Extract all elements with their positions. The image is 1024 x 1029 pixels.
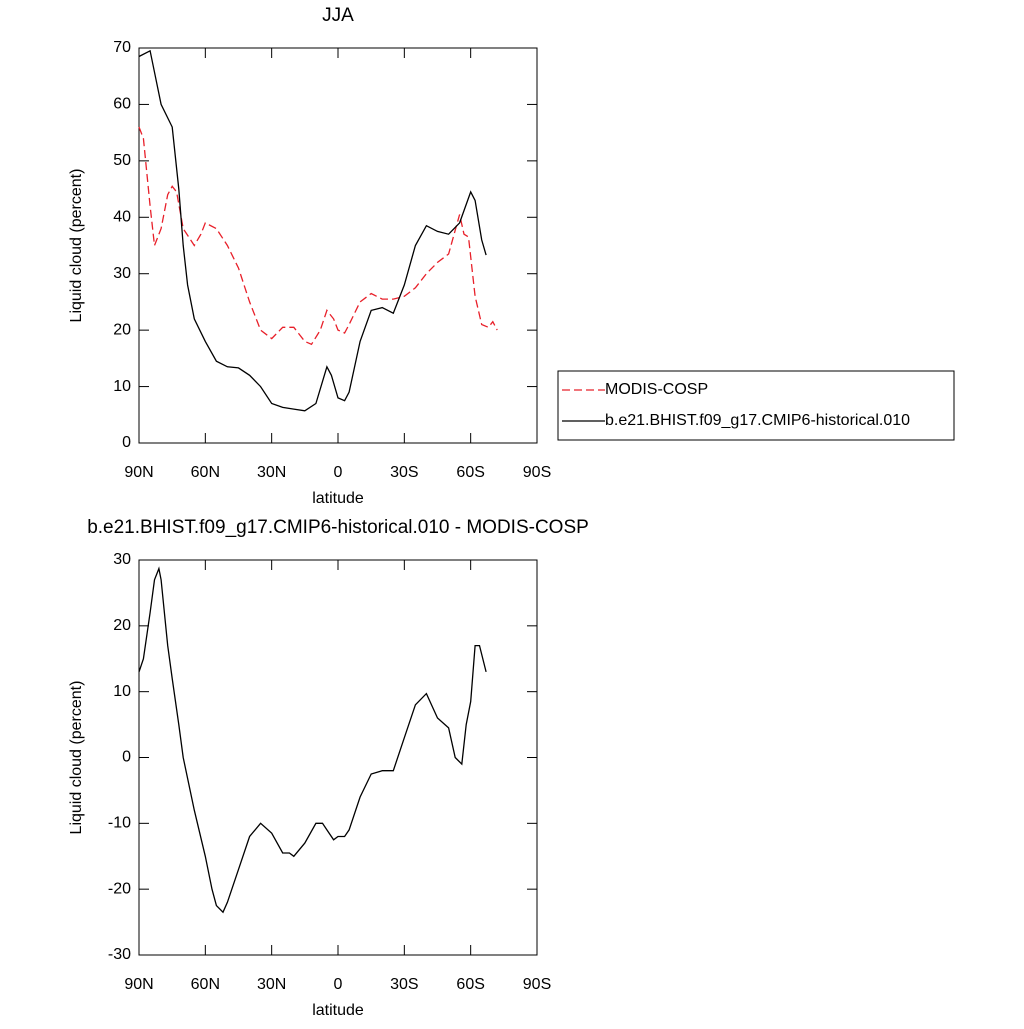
data-line [138, 49, 487, 412]
chart-title: JJA [322, 5, 354, 26]
x-tick-label: 60N [191, 976, 220, 993]
x-tick-label: 30S [390, 976, 418, 993]
x-tick-label: 0 [334, 976, 343, 993]
data-line [138, 566, 487, 914]
legend-box [557, 370, 955, 441]
x-tick-label: 60S [456, 464, 484, 481]
x-tick-label: 30N [257, 464, 286, 481]
x-tick-label: 90N [124, 464, 153, 481]
y-axis-label: Liquid cloud (percent) [68, 169, 85, 323]
y-tick-label: 10 [113, 378, 131, 395]
y-tick-label: -30 [108, 946, 131, 963]
x-tick-label: 60S [456, 976, 484, 993]
x-tick-label: 30S [390, 464, 418, 481]
x-tick-label: 60N [191, 464, 220, 481]
y-tick-label: 40 [113, 209, 131, 226]
x-axis-label: latitude [312, 1002, 364, 1019]
y-tick-label: 60 [113, 96, 131, 113]
y-tick-label: -10 [108, 815, 131, 832]
y-tick-label: 20 [113, 617, 131, 634]
x-axis-label: latitude [312, 490, 364, 507]
plot-frame [138, 559, 538, 956]
plot-frame [138, 47, 538, 444]
y-tick-label: 50 [113, 152, 131, 169]
chart-title: b.e21.BHIST.f09_g17.CMIP6-historical.010… [87, 517, 589, 538]
y-tick-label: -20 [108, 880, 131, 897]
x-tick-label: 0 [334, 464, 343, 481]
y-tick-label: 0 [122, 749, 131, 766]
legend-label: MODIS-COSP [605, 381, 708, 398]
x-tick-label: 90S [523, 976, 551, 993]
y-tick-label: 10 [113, 683, 131, 700]
y-tick-label: 30 [113, 551, 131, 568]
y-tick-label: 30 [113, 265, 131, 282]
y-tick-label: 20 [113, 321, 131, 338]
y-tick-label: 0 [122, 434, 131, 451]
y-axis-label: Liquid cloud (percent) [68, 681, 85, 835]
x-tick-label: 90S [523, 464, 551, 481]
legend-label: b.e21.BHIST.f09_g17.CMIP6-historical.010 [605, 412, 910, 429]
y-tick-label: 70 [113, 39, 131, 56]
x-tick-label: 30N [257, 976, 286, 993]
x-tick-label: 90N [124, 976, 153, 993]
